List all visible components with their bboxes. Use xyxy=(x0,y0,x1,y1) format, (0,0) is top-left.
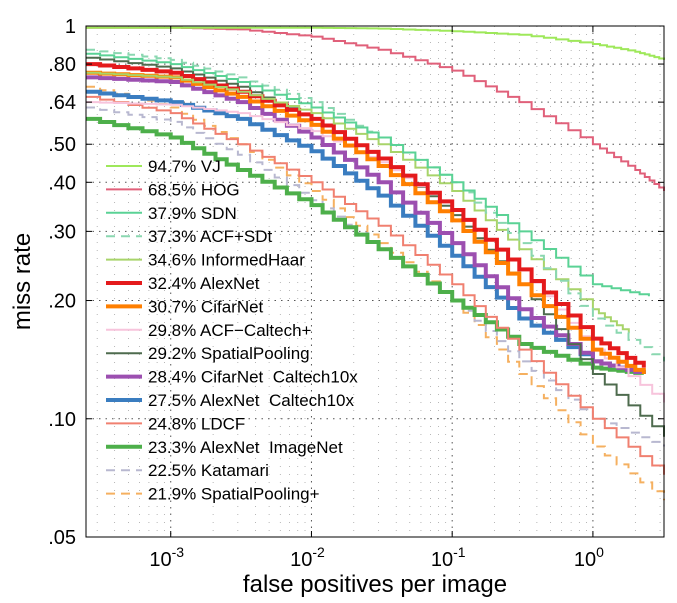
series-line xyxy=(86,52,650,297)
x-tick-label: 10-1 xyxy=(431,544,466,571)
y-tick-label: .40 xyxy=(48,172,76,194)
axis-ticks: .05 .10 .20 .30 .40 .50 .64 .80 1 10-3 10-2 10-1 100 xyxy=(48,16,664,571)
legend-label: 29.8% ACF−Caltech+ xyxy=(148,321,312,340)
y-tick-label: .50 xyxy=(48,134,76,156)
legend-label: 68.5% HOG xyxy=(148,180,240,199)
series-layer xyxy=(86,26,665,501)
legend-label: 37.9% SDN xyxy=(148,204,237,223)
series-line xyxy=(86,95,665,475)
x-tick-label: 100 xyxy=(574,544,604,571)
legend-label: 29.2% SpatialPooling xyxy=(148,344,310,363)
y-tick-label: .64 xyxy=(48,92,76,114)
legend-label: 27.5% AlexNet Caltech10x xyxy=(148,391,355,410)
legend-label: 28.4% CifarNet Caltech10x xyxy=(148,368,358,387)
legend: 94.7% VJ 68.5% HOG 37.9% SDN 37.3% ACF+SDt 3… xyxy=(106,157,358,504)
series-line xyxy=(86,26,665,191)
legend-label: 24.8% LDCF xyxy=(148,414,245,433)
y-tick-label: .05 xyxy=(48,527,76,549)
y-tick-label: .30 xyxy=(48,221,76,243)
legend-label: 32.4% AlexNet xyxy=(148,274,260,293)
x-axis-label: false positives per image xyxy=(243,571,507,598)
y-tick-label: 1 xyxy=(65,16,76,38)
plot-frame xyxy=(85,25,665,538)
y-tick-label: .20 xyxy=(48,291,76,313)
legend-label: 30.7% CifarNet xyxy=(148,297,264,316)
series-line xyxy=(86,116,646,375)
series-line xyxy=(86,70,646,374)
x-tick-label: 10-3 xyxy=(149,544,184,571)
y-axis-label: miss rate xyxy=(9,233,36,330)
y-tick-label: .80 xyxy=(48,54,76,76)
legend-label: 21.9% SpatialPooling+ xyxy=(148,485,320,504)
y-tick-label: .10 xyxy=(48,409,76,431)
x-tick-label: 10-2 xyxy=(290,544,325,571)
legend-label: 23.3% AlexNet ImageNet xyxy=(148,438,343,457)
series-line xyxy=(86,26,665,60)
legend-label: 34.6% InformedHaar xyxy=(148,251,305,270)
legend-label: 37.3% ACF+SDt xyxy=(148,227,273,246)
legend-label: 22.5% Katamari xyxy=(148,461,269,480)
legend-label: 94.7% VJ xyxy=(148,157,221,176)
